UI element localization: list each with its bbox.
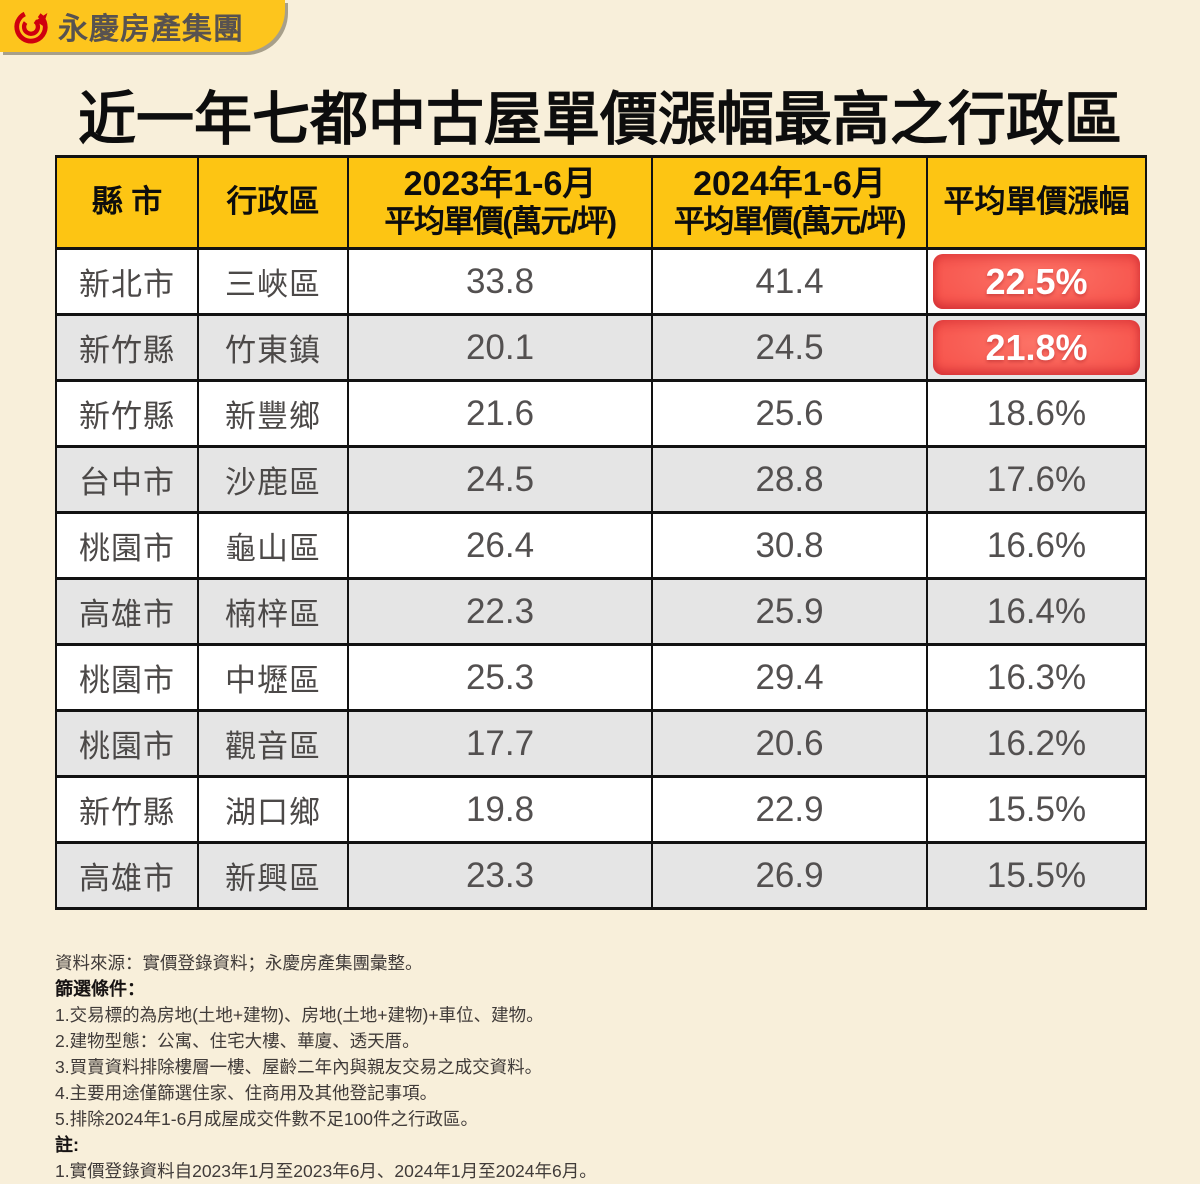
- col-header-price-2023: 2023年1-6月 平均單價(萬元/坪): [347, 155, 653, 250]
- change-value: 16.4%: [986, 591, 1087, 631]
- col-header-price-2023-period: 2023年1-6月: [403, 165, 597, 204]
- source-note: 資料來源：實價登錄資料；永慶房產集團彙整。: [55, 953, 423, 973]
- city-cell: 新北市: [55, 247, 199, 316]
- price-2024-cell: 29.4: [651, 643, 928, 712]
- notes-title: 註:: [55, 1135, 79, 1155]
- price-2024-cell: 24.5: [651, 313, 928, 382]
- district-cell: 三峽區: [197, 247, 349, 316]
- price-2023-cell: 26.4: [347, 511, 653, 580]
- price-2024-cell: 20.6: [651, 709, 928, 778]
- district-cell: 新興區: [197, 841, 349, 910]
- change-cell: 16.4%: [926, 577, 1147, 646]
- note-item-1: 1.實價登錄資料自2023年1月至2023年6月、2024年1月至2024年6月…: [55, 1161, 597, 1181]
- price-2023-cell: 17.7: [347, 709, 653, 778]
- table-row: 新竹縣 竹東鎮 20.1 24.5 21.8%: [55, 313, 1147, 382]
- price-2023-cell: 23.3: [347, 841, 653, 910]
- change-cell: 15.5%: [926, 775, 1147, 844]
- change-cell: 16.6%: [926, 511, 1147, 580]
- price-2024-cell: 28.8: [651, 445, 928, 514]
- table-row: 新竹縣 湖口鄉 19.8 22.9 15.5%: [55, 775, 1147, 844]
- city-cell: 桃園市: [55, 511, 199, 580]
- change-cell: 16.3%: [926, 643, 1147, 712]
- price-2024-cell: 26.9: [651, 841, 928, 910]
- table-body: 新北市 三峽區 33.8 41.4 22.5% 新竹縣 竹東鎮 20.1 24.…: [55, 247, 1147, 910]
- change-cell: 22.5%: [926, 247, 1147, 316]
- district-cell: 新豐鄉: [197, 379, 349, 448]
- change-value: 15.5%: [986, 789, 1087, 829]
- city-cell: 新竹縣: [55, 313, 199, 382]
- col-header-price-2024-unit: 平均單價(萬元/坪): [673, 204, 907, 240]
- change-cell: 17.6%: [926, 445, 1147, 514]
- city-cell: 台中市: [55, 445, 199, 514]
- price-2024-cell: 30.8: [651, 511, 928, 580]
- price-2023-cell: 24.5: [347, 445, 653, 514]
- table-row: 桃園市 龜山區 26.4 30.8 16.6%: [55, 511, 1147, 580]
- price-2023-cell: 25.3: [347, 643, 653, 712]
- price-2023-cell: 22.3: [347, 577, 653, 646]
- district-cell: 中壢區: [197, 643, 349, 712]
- table-header: 縣 市 行政區 2023年1-6月 平均單價(萬元/坪) 2024年1-6月 平…: [55, 155, 1147, 250]
- change-value: 22.5%: [933, 254, 1140, 309]
- table-row: 高雄市 楠梓區 22.3 25.9 16.4%: [55, 577, 1147, 646]
- filter-item-2: 2.建物型態：公寓、住宅大樓、華廈、透天厝。: [55, 1031, 420, 1051]
- district-cell: 竹東鎮: [197, 313, 349, 382]
- brand-badge: 永慶房產集團: [0, 0, 285, 52]
- change-value: 16.6%: [986, 525, 1087, 565]
- price-2024-cell: 25.9: [651, 577, 928, 646]
- change-cell: 15.5%: [926, 841, 1147, 910]
- table-row: 新竹縣 新豐鄉 21.6 25.6 18.6%: [55, 379, 1147, 448]
- table-row: 高雄市 新興區 23.3 26.9 15.5%: [55, 841, 1147, 910]
- table-row: 桃園市 中壢區 25.3 29.4 16.3%: [55, 643, 1147, 712]
- yungching-logo-icon: [14, 10, 48, 44]
- district-cell: 湖口鄉: [197, 775, 349, 844]
- price-2023-cell: 33.8: [347, 247, 653, 316]
- change-cell: 18.6%: [926, 379, 1147, 448]
- filter-item-3: 3.買賣資料排除樓層一樓、屋齡二年內與親友交易之成交資料。: [55, 1057, 543, 1077]
- header-row: 縣 市 行政區 2023年1-6月 平均單價(萬元/坪) 2024年1-6月 平…: [55, 155, 1147, 250]
- price-2024-cell: 22.9: [651, 775, 928, 844]
- table-row: 台中市 沙鹿區 24.5 28.8 17.6%: [55, 445, 1147, 514]
- district-cell: 觀音區: [197, 709, 349, 778]
- filter-item-1: 1.交易標的為房地(土地+建物)、房地(土地+建物)+車位、建物。: [55, 1005, 544, 1025]
- col-header-change: 平均單價漲幅: [926, 155, 1147, 250]
- district-cell: 龜山區: [197, 511, 349, 580]
- change-value: 17.6%: [986, 459, 1087, 499]
- col-header-price-2023-unit: 平均單價(萬元/坪): [384, 204, 617, 240]
- city-cell: 高雄市: [55, 841, 199, 910]
- city-cell: 新竹縣: [55, 775, 199, 844]
- filter-item-5: 5.排除2024年1-6月成屋成交件數不足100件之行政區。: [55, 1109, 479, 1129]
- price-2023-cell: 20.1: [347, 313, 653, 382]
- table-row: 新北市 三峽區 33.8 41.4 22.5%: [55, 247, 1147, 316]
- city-cell: 桃園市: [55, 709, 199, 778]
- district-cell: 楠梓區: [197, 577, 349, 646]
- change-cell: 21.8%: [926, 313, 1147, 382]
- footnotes: 資料來源：實價登錄資料；永慶房產集團彙整。 篩選條件： 1.交易標的為房地(土地…: [55, 950, 1145, 1184]
- price-2023-cell: 21.6: [347, 379, 653, 448]
- data-table: 縣 市 行政區 2023年1-6月 平均單價(萬元/坪) 2024年1-6月 平…: [55, 155, 1147, 910]
- col-header-district: 行政區: [197, 155, 349, 250]
- col-header-city: 縣 市: [55, 155, 199, 250]
- change-value: 16.3%: [986, 657, 1087, 697]
- filter-item-4: 4.主要用途僅篩選住家、住商用及其他登記事項。: [55, 1083, 438, 1103]
- district-cell: 沙鹿區: [197, 445, 349, 514]
- page-title: 近一年七都中古屋單價漲幅最高之行政區: [77, 87, 1122, 152]
- col-header-price-2024: 2024年1-6月 平均單價(萬元/坪): [651, 155, 928, 250]
- filter-conditions-title: 篩選條件：: [55, 979, 145, 999]
- price-2023-cell: 19.8: [347, 775, 653, 844]
- city-cell: 新竹縣: [55, 379, 199, 448]
- city-cell: 桃園市: [55, 643, 199, 712]
- change-cell: 16.2%: [926, 709, 1147, 778]
- change-value: 16.2%: [986, 723, 1087, 763]
- change-value: 21.8%: [933, 320, 1140, 375]
- brand-name: 永慶房產集團: [58, 13, 244, 46]
- table-row: 桃園市 觀音區 17.7 20.6 16.2%: [55, 709, 1147, 778]
- price-2024-cell: 25.6: [651, 379, 928, 448]
- price-2024-cell: 41.4: [651, 247, 928, 316]
- change-value: 15.5%: [986, 855, 1087, 895]
- change-value: 18.6%: [986, 393, 1087, 433]
- col-header-price-2024-period: 2024年1-6月: [693, 165, 886, 204]
- city-cell: 高雄市: [55, 577, 199, 646]
